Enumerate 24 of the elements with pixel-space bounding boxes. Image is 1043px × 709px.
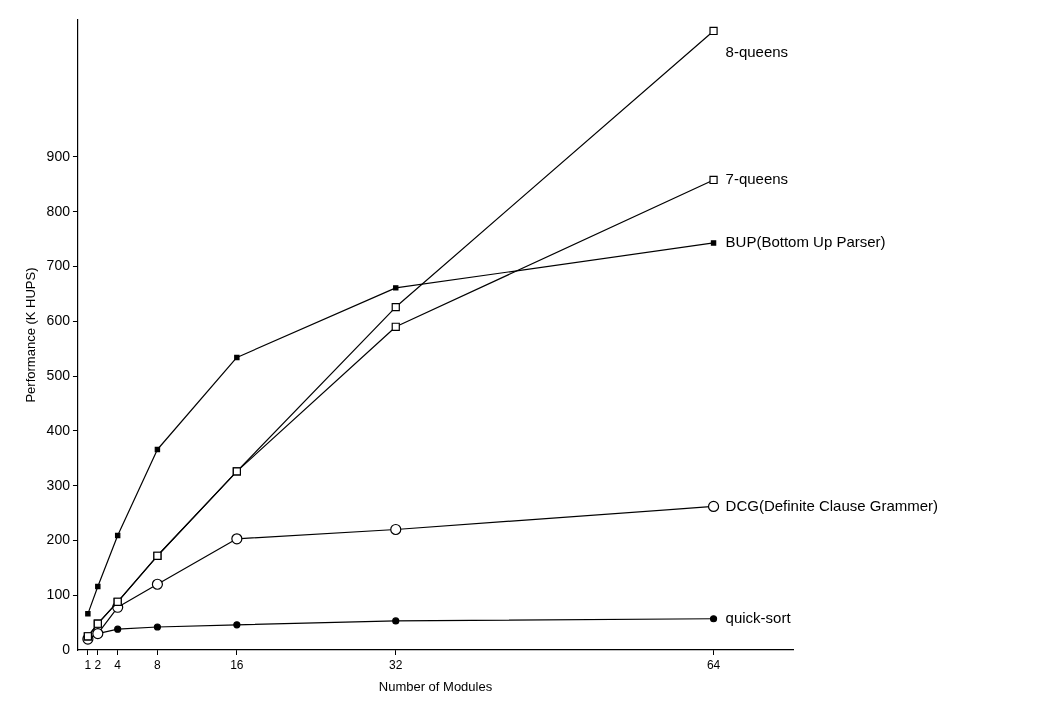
- x-tick-label: 8: [154, 657, 162, 672]
- y-tick-label: 200: [46, 531, 71, 548]
- x-tick-label: 2: [94, 657, 102, 672]
- y-tick-label: 0: [62, 640, 71, 657]
- y-axis-title: Performance (K HUPS): [23, 267, 39, 403]
- x-tick-label: 4: [114, 657, 122, 672]
- series-label: DCG(Definite Clause Grammer): [725, 496, 939, 514]
- y-tick-label: 600: [46, 312, 71, 329]
- x-tick-label: 1: [84, 657, 92, 672]
- y-tick-label: 700: [46, 257, 71, 274]
- series-label: 8-queens: [725, 43, 789, 61]
- x-tick-label: 32: [389, 657, 403, 672]
- y-tick-label: 100: [46, 586, 71, 603]
- y-tick-label: 900: [46, 147, 71, 164]
- x-tick-label: 64: [706, 657, 721, 672]
- x-axis-title: Number of Modules: [378, 678, 493, 694]
- x-tick-label: 16: [230, 657, 244, 672]
- series-label: quick-sort: [725, 608, 792, 626]
- y-tick-label: 300: [46, 476, 71, 493]
- y-tick-label: 500: [46, 366, 71, 383]
- series-label: BUP(Bottom Up Parser): [725, 233, 886, 251]
- series-label: 7-queens: [725, 170, 789, 188]
- y-tick-label: 800: [46, 202, 71, 219]
- y-tick-label: 400: [46, 421, 71, 438]
